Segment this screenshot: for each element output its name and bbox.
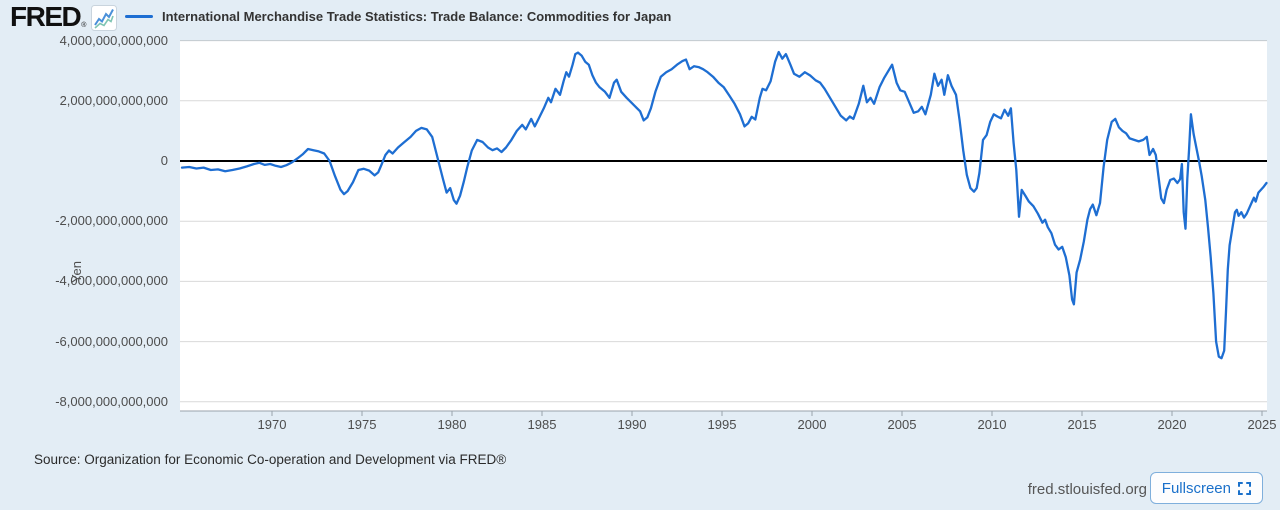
x-axis-tick-label: 1990 [617, 417, 647, 432]
fred-logo-chart-icon [91, 5, 118, 31]
y-axis-tick-label: -2,000,000,000,000 [55, 213, 168, 229]
y-axis-tick-label: 4,000,000,000,000 [59, 32, 168, 48]
trade-balance-line [180, 50, 1268, 360]
x-axis-tick-label: 1985 [527, 417, 557, 432]
fullscreen-button[interactable]: Fullscreen [1149, 472, 1263, 504]
fullscreen-icon [1238, 481, 1251, 495]
x-axis-tick-label: 1975 [347, 417, 377, 432]
x-axis-tick-label: 2000 [797, 417, 827, 432]
x-axis-tick-label: 2010 [977, 417, 1007, 432]
registered-trademark-symbol: ® [81, 22, 87, 29]
footer-site-link[interactable]: fred.stlouisfed.org [1027, 481, 1147, 498]
y-axis-tick-label: -6,000,000,000,000 [55, 333, 168, 349]
x-axis-tick-label: 1995 [707, 417, 737, 432]
y-axis-tick-label: -8,000,000,000,000 [55, 393, 168, 409]
y-axis-tick-label: 2,000,000,000,000 [59, 92, 168, 108]
series-legend-line-swatch [125, 15, 153, 18]
source-attribution: Source: Organization for Economic Co-ope… [34, 452, 507, 467]
y-axis-title: Yen [69, 261, 84, 283]
fred-logo-text: FRED [10, 1, 82, 32]
x-axis-tick-label: 1970 [257, 417, 287, 432]
x-axis-tick-label: 2025 [1247, 417, 1277, 432]
plot-background [180, 40, 1267, 411]
y-axis-tick-label: -4,000,000,000,000 [55, 273, 168, 289]
x-axis-tick-label: 2020 [1157, 417, 1187, 432]
y-axis-tick-label: 0 [160, 153, 168, 168]
x-axis-tick-label: 2015 [1067, 417, 1097, 432]
fullscreen-button-label: Fullscreen [1161, 479, 1231, 497]
x-axis-tick-label: 2005 [887, 417, 917, 432]
x-axis-tick-label: 1980 [437, 417, 467, 432]
fred-logo[interactable]: FRED ® [10, 1, 118, 32]
chart-title[interactable]: International Merchandise Trade Statisti… [162, 9, 672, 24]
